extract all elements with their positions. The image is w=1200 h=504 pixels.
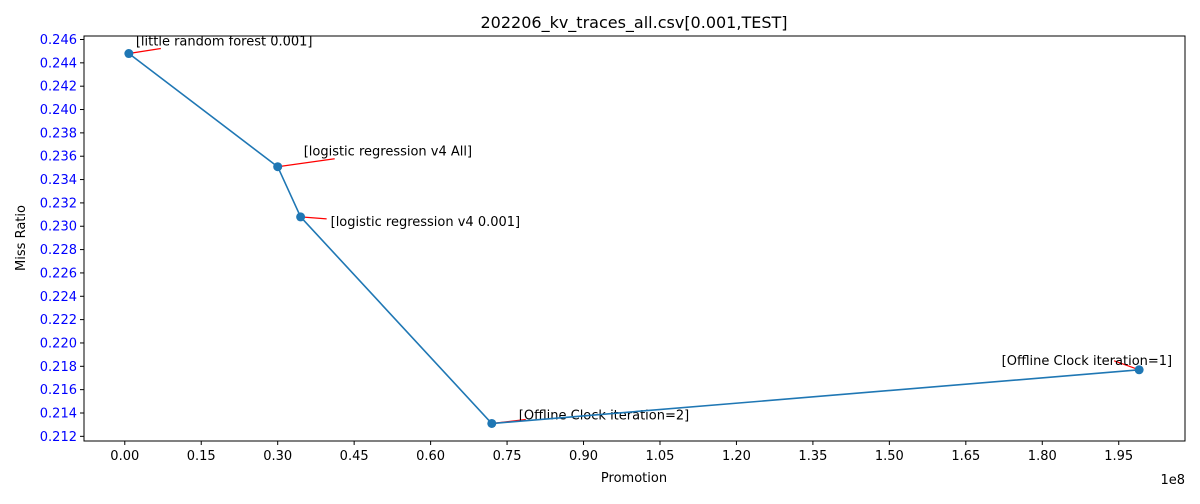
- y-tick-label: 0.238: [40, 126, 77, 141]
- y-tick-label: 0.242: [40, 80, 77, 95]
- data-point: [124, 49, 134, 59]
- y-tick-label: 0.246: [40, 33, 77, 48]
- point-annotation: [little random forest 0.001]: [136, 35, 313, 50]
- y-tick-label: 0.212: [40, 430, 77, 445]
- x-tick-label: 1.05: [646, 449, 675, 464]
- x-tick-label: 1.95: [1104, 449, 1133, 464]
- y-tick-label: 0.232: [40, 196, 77, 211]
- x-axis: 0.00 0.15 0.30 0.45 0.60 0.75 0.90 1.05 1.20 1.35…: [110, 441, 1133, 464]
- point-annotation: [Offline Clock iteration=1]: [1002, 354, 1172, 369]
- y-tick-label: 0.236: [40, 150, 77, 165]
- y-tick-label: 0.234: [40, 173, 77, 188]
- x-offset-label: 1e8: [1160, 473, 1185, 488]
- y-tick-label: 0.222: [40, 313, 77, 328]
- x-tick-label: 1.35: [798, 449, 827, 464]
- plot-area: [83, 35, 1186, 442]
- annotations: [little random forest 0.001] [logistic re…: [128, 35, 1172, 425]
- y-tick-label: 0.240: [40, 103, 77, 118]
- annotation-arrow: [128, 47, 161, 55]
- y-tick-label: 0.224: [40, 290, 77, 305]
- y-tick-label: 0.228: [40, 243, 77, 258]
- x-tick-label: 1.65: [951, 449, 980, 464]
- point-annotation: [logistic regression v4 All]: [304, 145, 472, 160]
- y-tick-label: 0.230: [40, 220, 77, 235]
- x-tick-label: 0.90: [569, 449, 598, 464]
- y-tick-label: 0.218: [40, 360, 77, 375]
- x-tick-label: 1.20: [722, 449, 751, 464]
- x-tick-label: 1.80: [1028, 449, 1057, 464]
- y-tick-label: 0.244: [40, 56, 77, 71]
- data-point: [273, 162, 283, 172]
- y-tick-label: 0.226: [40, 266, 77, 281]
- y-tick-label: 0.214: [40, 406, 77, 421]
- y-axis-label: Miss Ratio: [14, 205, 29, 271]
- x-tick-label: 0.30: [263, 449, 292, 464]
- x-tick-label: 0.60: [416, 449, 445, 464]
- x-tick-label: 0.00: [110, 449, 139, 464]
- x-tick-label: 0.45: [340, 449, 369, 464]
- x-tick-label: 1.50: [875, 449, 904, 464]
- annotation-arrow: [277, 158, 335, 168]
- y-axis: 0.212 0.214 0.216 0.218 0.220 0.222 0.224 0.226…: [40, 33, 84, 445]
- series-group: [124, 49, 1144, 428]
- point-annotation: [Offline Clock iteration=2]: [519, 408, 689, 423]
- chart-title: 202206_kv_traces_all.csv[0.001,TEST]: [480, 13, 787, 33]
- y-tick-label: 0.220: [40, 336, 77, 351]
- data-point: [487, 418, 497, 428]
- data-point: [296, 212, 306, 222]
- y-tick-label: 0.216: [40, 383, 77, 398]
- x-tick-label: 0.75: [493, 449, 522, 464]
- x-axis-label: Promotion: [601, 471, 667, 486]
- point-annotation: [logistic regression v4 0.001]: [331, 215, 521, 230]
- x-tick-label: 0.15: [187, 449, 216, 464]
- data-point: [1134, 365, 1144, 375]
